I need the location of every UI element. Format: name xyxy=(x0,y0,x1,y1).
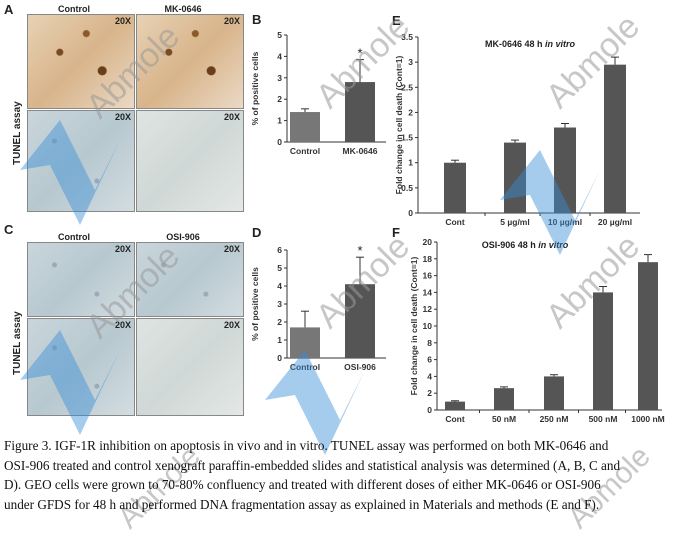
x-tick-label: 1000 nM xyxy=(631,414,665,424)
bar-50-nm xyxy=(494,388,514,410)
y-tick-label: 20 xyxy=(423,237,433,247)
panel-label-a: A xyxy=(4,2,14,17)
panel-label-c: C xyxy=(4,222,14,237)
magnification: 20X xyxy=(223,16,240,26)
x-tick-label: 250 nM xyxy=(540,414,569,424)
caption-line: Figure 3. IGF-1R inhibition on apoptosis… xyxy=(4,438,609,453)
y-axis-label: Fold change in cell death (Cont=1) xyxy=(409,257,419,396)
y-tick-label: 1 xyxy=(277,335,282,345)
significance-marker: * xyxy=(357,243,362,258)
y-tick-label: 2 xyxy=(277,317,282,327)
micrograph-a-mk-top: 20X xyxy=(136,14,244,109)
y-tick-label: 3 xyxy=(277,73,282,83)
bar-20-g-ml xyxy=(604,64,626,214)
column-title-control: Control xyxy=(58,4,90,14)
y-tick-label: 3 xyxy=(408,57,413,67)
micrograph-c-control-top: 20X xyxy=(27,242,135,317)
magnification: 20X xyxy=(223,244,240,254)
x-tick-label: 5 µg/ml xyxy=(500,217,529,227)
x-tick-label: MK-0646 xyxy=(343,146,378,156)
panel-label-f: F xyxy=(392,225,400,240)
y-tick-label: 1 xyxy=(277,116,282,126)
y-tick-label: 0 xyxy=(408,208,413,218)
x-tick-label: 10 µg/ml xyxy=(548,217,582,227)
y-tick-label: 5 xyxy=(277,263,282,273)
y-tick-label: 8 xyxy=(427,338,432,348)
chart-title: OSI-906 48 h in vitro xyxy=(482,240,569,250)
magnification: 20X xyxy=(114,16,131,26)
y-tick-label: 12 xyxy=(423,304,433,314)
column-title-control: Control xyxy=(58,232,90,242)
caption-line: under GFDS for 48 h and performed DNA fr… xyxy=(4,496,600,512)
y-tick-label: 3.5 xyxy=(401,32,413,42)
column-title-osi906: OSI-906 xyxy=(166,232,200,242)
x-tick-label: OSI-906 xyxy=(344,362,376,372)
y-tick-label: 3 xyxy=(277,299,282,309)
panel-label-b: B xyxy=(252,12,262,27)
y-tick-label: 0.5 xyxy=(401,183,413,193)
micrograph-a-mk-bottom: 20X xyxy=(136,110,244,212)
bar-500-nm xyxy=(593,292,613,410)
micrograph-c-osi-top: 20X xyxy=(136,242,244,317)
bar-cont xyxy=(444,162,466,213)
x-tick-label: 20 µg/ml xyxy=(598,217,632,227)
bar-mk-0646 xyxy=(345,82,375,142)
y-tick-label: 6 xyxy=(427,355,432,365)
y-tick-label: 0 xyxy=(427,405,432,415)
bar-cont xyxy=(445,401,465,410)
y-tick-label: 18 xyxy=(423,254,433,264)
bar-5-g-ml xyxy=(504,142,526,213)
bar-osi-906 xyxy=(345,284,375,358)
x-tick-label: Control xyxy=(290,146,320,156)
magnification: 20X xyxy=(223,112,240,122)
x-tick-label: 50 nM xyxy=(492,414,516,424)
x-tick-label: Cont xyxy=(445,414,465,424)
magnification: 20X xyxy=(114,320,131,330)
bar-10-g-ml xyxy=(554,127,576,213)
bar-control xyxy=(290,112,320,142)
y-tick-label: 4 xyxy=(277,281,282,291)
y-tick-label: 16 xyxy=(423,271,433,281)
y-tick-label: 14 xyxy=(423,287,433,297)
y-tick-label: 5 xyxy=(277,30,282,40)
y-tick-label: 6 xyxy=(277,245,282,255)
panel-label-e: E xyxy=(392,13,401,28)
y-tick-label: 0 xyxy=(277,353,282,363)
x-tick-label: 500 nM xyxy=(589,414,618,424)
y-tick-label: 1.5 xyxy=(401,133,413,143)
bar-1000-nm xyxy=(638,262,658,410)
y-tick-label: 4 xyxy=(427,371,432,381)
chart-title: MK-0646 48 h in vitro xyxy=(485,39,576,49)
y-tick-label: 0 xyxy=(277,137,282,147)
y-axis-label: % of positive cells xyxy=(250,267,260,341)
caption-line: D). GEO cells were grown to 70-80% confl… xyxy=(4,477,601,492)
y-tick-label: 2.5 xyxy=(401,82,413,92)
y-axis-label: Fold change in cell death (Cont=1) xyxy=(394,56,404,195)
y-tick-label: 10 xyxy=(423,321,433,331)
figure-caption: Figure 3. IGF-1R inhibition on apoptosis… xyxy=(4,436,696,514)
micrograph-c-control-bottom: 20X xyxy=(27,318,135,416)
y-tick-label: 4 xyxy=(277,51,282,61)
x-tick-label: Cont xyxy=(445,217,465,227)
magnification: 20X xyxy=(223,320,240,330)
caption-line: OSI-906 treated and control xenograft pa… xyxy=(4,457,621,473)
micrograph-c-osi-bottom: 20X xyxy=(136,318,244,416)
y-tick-label: 2 xyxy=(277,94,282,104)
x-tick-label: Control xyxy=(290,362,320,372)
micrograph-a-control-bottom: 20X xyxy=(27,110,135,212)
y-tick-label: 2 xyxy=(408,107,413,117)
column-title-mk0646: MK-0646 xyxy=(164,4,202,14)
y-tick-label: 2 xyxy=(427,388,432,398)
bar-250-nm xyxy=(544,376,564,410)
y-tick-label: 1 xyxy=(408,158,413,168)
magnification: 20X xyxy=(114,112,131,122)
significance-marker: * xyxy=(357,46,362,61)
y-axis-label: % of positive cells xyxy=(250,51,260,125)
bar-control xyxy=(290,327,320,358)
micrograph-a-control-top: 20X xyxy=(27,14,135,109)
magnification: 20X xyxy=(114,244,131,254)
panel-label-d: D xyxy=(252,225,262,240)
